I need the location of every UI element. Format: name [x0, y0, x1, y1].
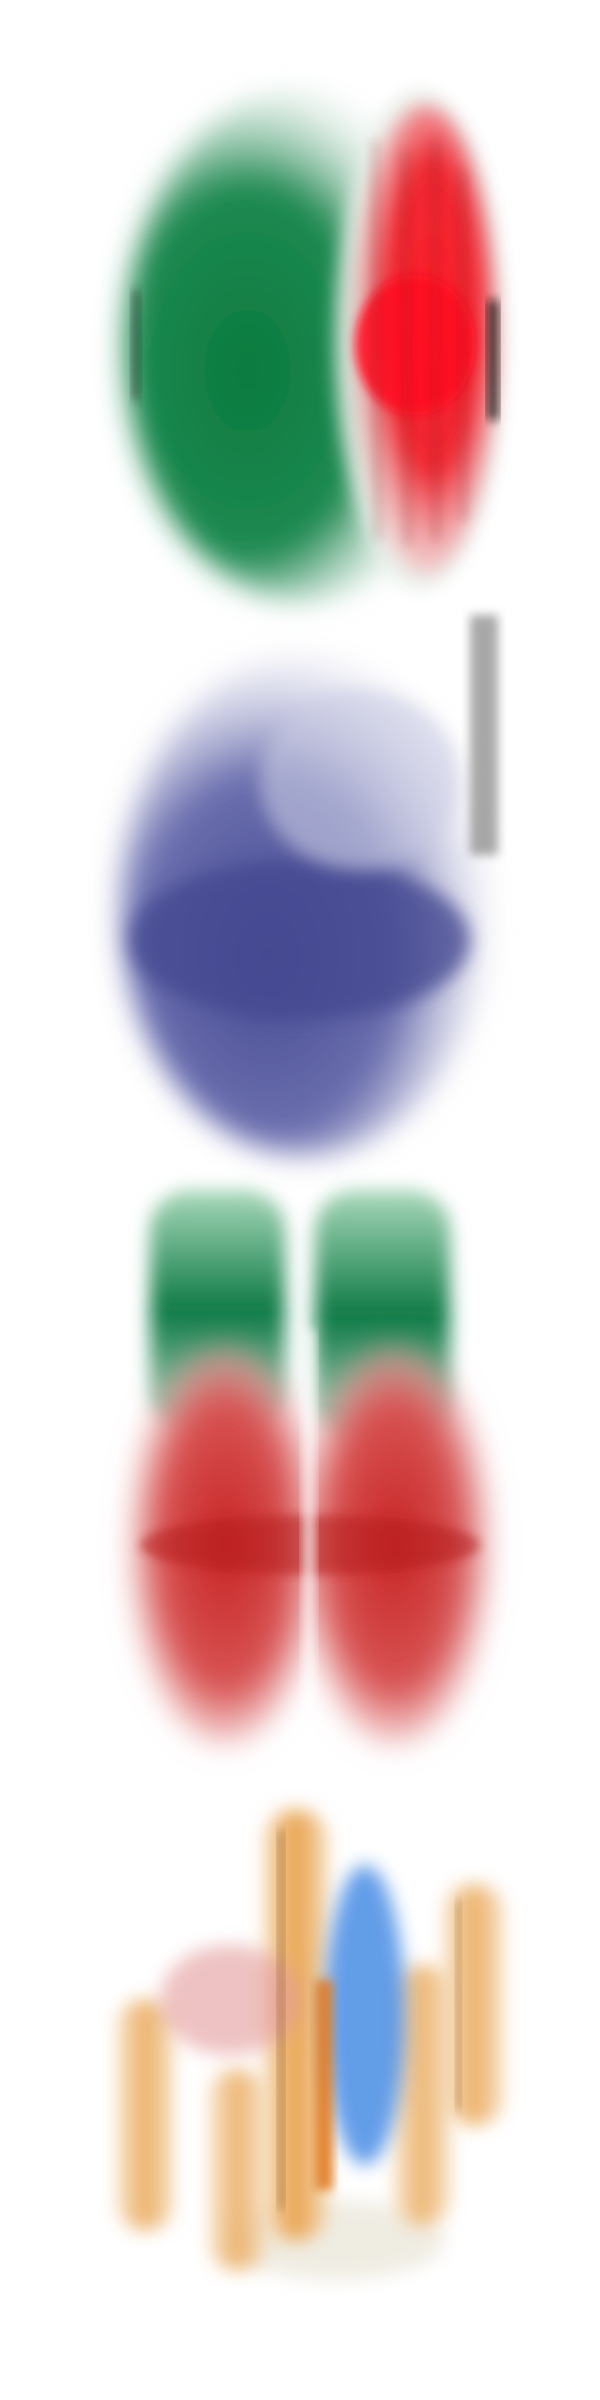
- blueberry-band: [130, 860, 470, 1020]
- fry-1: [118, 2000, 173, 2230]
- fry-4: [395, 1965, 450, 2225]
- watermelon-left-edge: [132, 290, 140, 400]
- fry-3: [445, 1885, 503, 2125]
- fries-dark-streak-2: [456, 1900, 461, 2110]
- fries-orange-streak: [315, 1980, 333, 2190]
- blueberry-stem: [470, 615, 498, 855]
- french-fries-figure: [118, 1810, 503, 2280]
- fries-blue-blob: [325, 1865, 405, 2165]
- cherry-divider: [303, 1330, 315, 1710]
- fry-5: [210, 2070, 265, 2270]
- blueberry-figure: [120, 615, 498, 1155]
- watermelon-seed-lines: [373, 139, 465, 546]
- fries-dark-streak-1: [278, 1830, 284, 2210]
- cherries-figure: [130, 1190, 490, 1745]
- watermelon-dark-edge: [488, 300, 498, 420]
- fries-red-blob: [160, 1945, 300, 2055]
- watermelon-half-figure: [125, 90, 505, 600]
- blueberry-highlight: [260, 690, 460, 870]
- watermelon-flesh-core: [355, 275, 475, 415]
